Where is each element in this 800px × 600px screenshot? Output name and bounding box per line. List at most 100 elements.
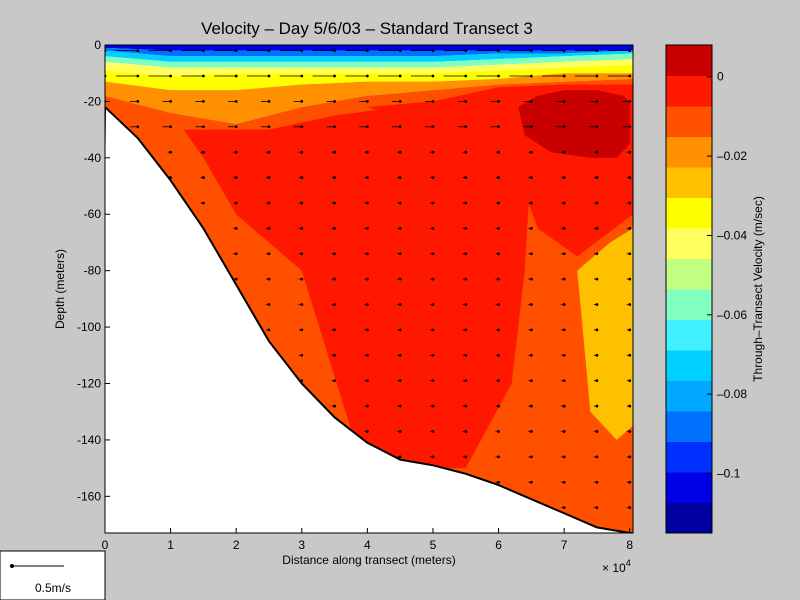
y-axis: 0 -20 -40 -60 -80 -100 -120 -140 -160 — [77, 38, 110, 503]
vector-origin-dot — [333, 404, 336, 408]
vector-origin-dot — [497, 125, 500, 129]
vector-origin-dot — [431, 430, 435, 433]
vector-origin-dot — [595, 125, 599, 129]
vector-origin-dot — [365, 201, 369, 205]
vector-origin-dot — [365, 100, 369, 103]
vector-origin-dot — [234, 176, 238, 179]
colorbar-tick-label: –0.04 — [717, 228, 747, 242]
vector-origin-dot — [595, 506, 599, 510]
vector-origin-dot — [431, 125, 435, 129]
vector-origin-dot — [529, 379, 533, 383]
colorbar: 0 –0.02 –0.04 –0.06 –0.08 –0.1 — [665, 44, 747, 534]
vector-origin-dot — [562, 226, 566, 230]
vector-origin-dot — [529, 277, 533, 281]
vector-origin-dot — [201, 100, 205, 103]
vector-origin-dot — [562, 49, 566, 53]
vector-origin-dot — [497, 100, 500, 103]
x-tick-label: 2 — [233, 538, 240, 552]
vector-origin-dot — [529, 74, 533, 78]
colorbar-swatch — [666, 197, 712, 229]
vector-origin-dot — [464, 277, 468, 281]
velocity-band — [105, 47, 633, 57]
vector-origin-dot — [398, 277, 402, 281]
vector-origin-dot — [398, 328, 402, 332]
x-tick-label: 5 — [430, 538, 437, 552]
y-tick-label: -20 — [84, 94, 102, 108]
vector-origin-dot — [562, 201, 566, 205]
vector-origin-dot — [234, 125, 238, 129]
x-multiplier-exp: 4 — [626, 558, 631, 568]
vector-origin-dot — [595, 277, 599, 281]
vector-origin-dot — [136, 100, 140, 103]
vector-origin-dot — [595, 201, 599, 205]
vector-origin-dot — [169, 150, 172, 154]
vector-origin-dot — [169, 74, 172, 78]
vector-origin-dot — [529, 404, 533, 408]
vector-origin-dot — [333, 328, 336, 332]
vector-origin-dot — [497, 430, 500, 433]
vector-origin-dot — [497, 74, 500, 78]
vector-origin-dot — [464, 150, 468, 154]
vector-origin-dot — [529, 328, 533, 332]
vector-origin-dot — [267, 277, 271, 281]
vector-origin-dot — [431, 176, 435, 179]
x-tick-label: 8 — [626, 538, 633, 552]
vector-origin-dot — [333, 201, 336, 205]
vector-origin-dot — [300, 252, 304, 256]
vector-origin-dot — [398, 252, 402, 256]
vector-origin-dot — [464, 353, 468, 357]
colorbar-swatch — [666, 350, 712, 381]
y-tick-label: 0 — [94, 38, 101, 52]
vector-origin-dot — [201, 49, 205, 53]
vector-origin-dot — [234, 49, 238, 53]
velocity-field — [105, 45, 633, 533]
vector-origin-dot — [201, 125, 205, 129]
x-tick-label: 1 — [167, 538, 174, 552]
vector-origin-dot — [234, 74, 238, 78]
vector-origin-dot — [136, 74, 140, 78]
vector-origin-dot — [300, 74, 304, 78]
vector-origin-dot — [365, 404, 369, 408]
vector-origin-dot — [595, 379, 599, 383]
vector-origin-dot — [595, 353, 599, 357]
scale-legend-box — [0, 550, 106, 600]
vector-origin-dot — [300, 201, 304, 205]
vector-origin-dot — [628, 125, 632, 129]
vector-origin-dot — [628, 506, 632, 510]
vector-origin-dot — [365, 74, 369, 78]
vector-origin-dot — [431, 379, 435, 383]
y-tick-label: -140 — [77, 433, 101, 447]
vector-origin-dot — [464, 303, 468, 306]
vector-origin-dot — [300, 125, 304, 129]
colorbar-tick-label: –0.06 — [717, 308, 747, 322]
vector-origin-dot — [464, 252, 468, 256]
vector-origin-dot — [431, 226, 435, 230]
vector-origin-dot — [562, 455, 566, 459]
vector-origin-dot — [398, 353, 402, 357]
vector-origin-dot — [562, 379, 566, 383]
vector-origin-dot — [267, 100, 271, 103]
vector-origin-dot — [201, 176, 205, 179]
vector-origin-dot — [431, 404, 435, 408]
vector-origin-dot — [497, 455, 500, 459]
vector-origin-dot — [398, 455, 402, 459]
vector-origin-dot — [464, 404, 468, 408]
vector-origin-dot — [169, 125, 172, 129]
vector-origin-dot — [562, 74, 566, 78]
vector-origin-dot — [398, 176, 402, 179]
vector-origin-dot — [464, 430, 468, 433]
plot-area: 0 1 2 3 4 5 6 7 8 0 -20 -40 -60 -80 -100 -120 -140 -160 — [77, 38, 634, 552]
vector-origin-dot — [628, 252, 632, 256]
vector-origin-dot — [595, 404, 599, 408]
vector-origin-dot — [562, 252, 566, 256]
vector-origin-dot — [529, 100, 533, 103]
vector-origin-dot — [562, 150, 566, 154]
vector-origin-dot — [267, 303, 271, 306]
colorbar-swatch — [666, 75, 712, 107]
vector-origin-dot — [398, 150, 402, 154]
vector-origin-dot — [365, 125, 369, 129]
scale-label: 0.5m/s — [35, 581, 71, 595]
vector-origin-dot — [234, 226, 238, 230]
x-axis-label: Distance along transect (meters) — [282, 553, 455, 567]
